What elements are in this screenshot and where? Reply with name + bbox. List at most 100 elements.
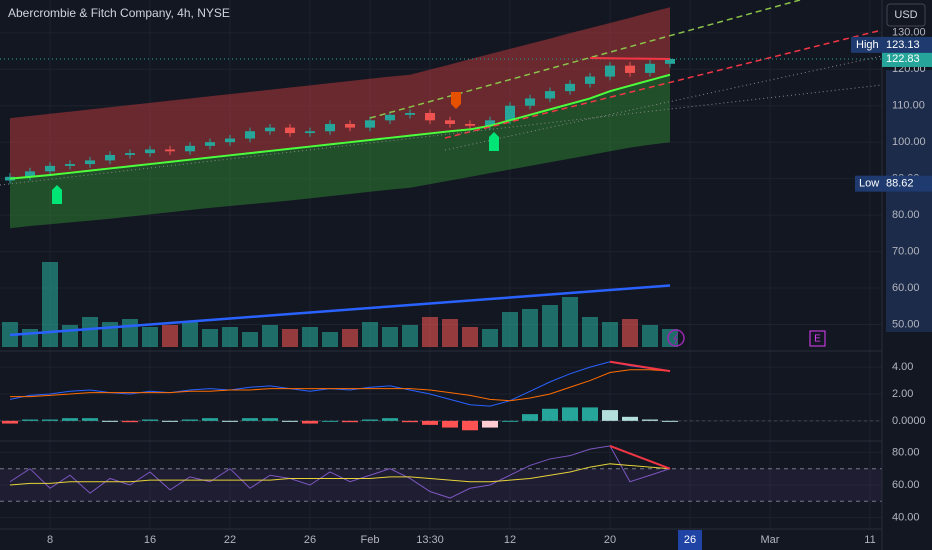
candle-body (505, 105, 515, 121)
candle-body (485, 120, 495, 126)
y-tick-label: 130.00 (892, 27, 926, 39)
rsi-ma (9, 463, 671, 486)
currency-button[interactable] (886, 3, 926, 27)
candle-body (565, 83, 575, 92)
alert-icon[interactable] (667, 329, 685, 347)
volume-bar (62, 325, 78, 347)
macd-histogram (382, 418, 398, 421)
range-high-tag (851, 36, 882, 53)
volume-bar (242, 332, 258, 347)
candle-body (25, 171, 35, 177)
macd-histogram (642, 419, 658, 421)
macd-histogram (602, 410, 618, 421)
macd-histogram (242, 418, 258, 421)
volume-bar (162, 325, 178, 347)
y-tick-label: 110.00 (892, 100, 925, 112)
lower-band (10, 74, 670, 229)
macd-line (9, 361, 671, 407)
currency: USD (894, 9, 917, 21)
candle-body (365, 120, 375, 128)
axis-labels: 130.00120.00110.00100.0090.0080.0070.006… (47, 27, 932, 550)
macd-histogram (102, 420, 118, 422)
y-tick-label: 4.00 (892, 361, 913, 373)
macd-histogram (182, 419, 198, 421)
divergence-line (609, 444, 671, 470)
y-tick-label: 80.00 (892, 446, 920, 458)
divergence-line (609, 360, 671, 373)
volume-bar (102, 322, 118, 347)
macd-histogram (302, 420, 318, 424)
y-tick-label: 80.00 (892, 209, 920, 221)
y-tick-label: 0.0000 (892, 415, 926, 427)
volume-bar (622, 319, 638, 347)
macd-histogram (262, 418, 278, 421)
candle-body (405, 113, 415, 115)
volume-bar (382, 327, 398, 347)
volume-bar (462, 327, 478, 347)
volume-bar (282, 329, 298, 347)
x-tick-label: 8 (47, 534, 53, 546)
axis-range (886, 70, 932, 332)
macd-histogram (402, 420, 418, 423)
range-high-box (882, 36, 932, 53)
volume-bar (22, 329, 38, 347)
volume-bar (202, 329, 218, 347)
volume-bar (502, 312, 518, 347)
macd-histogram (662, 420, 678, 422)
macd-histogram (82, 418, 98, 421)
event-box[interactable] (809, 330, 826, 347)
macd-histogram (542, 408, 558, 421)
x-tick-label: 16 (144, 534, 156, 546)
macd-histogram (562, 407, 578, 421)
x-tick-label: 11 (864, 534, 875, 546)
range-low-label: Low (859, 178, 879, 190)
macd-histogram (222, 420, 238, 422)
volume-bar (582, 317, 598, 347)
candle-body (445, 120, 455, 124)
volume-bar (562, 297, 578, 347)
volume-bar (442, 319, 458, 347)
volume-bar (82, 317, 98, 347)
chart-title: Abercrombie & Fitch Company, 4h, NYSE (8, 6, 230, 20)
x-tick-label: Mar (761, 534, 780, 546)
candle-body (125, 153, 135, 155)
x-tick-label: 22 (224, 534, 236, 546)
trend-line (444, 29, 883, 139)
candle-body (245, 131, 255, 139)
candle-body (225, 138, 235, 143)
macd-histogram (42, 419, 58, 421)
candle-body (85, 160, 95, 165)
y-tick-label: 70.00 (892, 245, 920, 257)
macd-histogram (582, 407, 598, 421)
x-tick-label: Feb (361, 534, 380, 546)
volume-bar (402, 325, 418, 347)
last-price: 122.83 (886, 53, 920, 65)
x-tick-label: 26 (304, 534, 316, 546)
macd-histogram (142, 419, 158, 421)
candle-body (265, 127, 275, 132)
macd-histogram (2, 420, 18, 424)
candle-body (665, 58, 675, 64)
range-high: 123.13 (886, 39, 920, 51)
candle-body (605, 65, 615, 77)
x-tick-label: 13:30 (416, 534, 444, 546)
candle-body (465, 123, 475, 126)
volume-bar (482, 329, 498, 347)
macd-histogram (622, 416, 638, 421)
macd-histogram (122, 420, 138, 423)
volume-bar (342, 329, 358, 347)
sell-signal (451, 92, 461, 109)
macd-histogram (442, 420, 458, 428)
range-low-box (882, 175, 932, 192)
macd-histogram (482, 420, 498, 428)
y-tick-label: 40.00 (892, 511, 920, 523)
volume-bar (262, 325, 278, 347)
candle-body (325, 123, 335, 132)
event-marker: E (814, 334, 821, 345)
macd-histogram (62, 418, 78, 421)
volume-bar (302, 327, 318, 347)
candle-body (585, 76, 595, 84)
candle-body (545, 91, 555, 99)
x-tick-label: 12 (504, 534, 516, 546)
macd-histogram (502, 420, 518, 422)
